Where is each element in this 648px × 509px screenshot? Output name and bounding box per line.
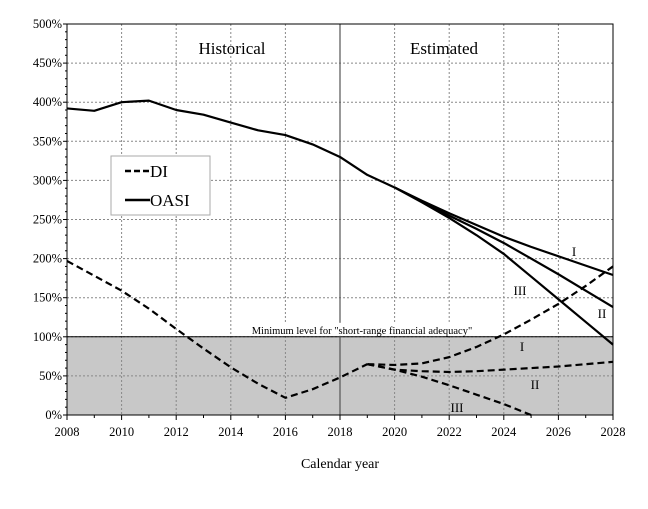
- y-tick-label: 100%: [33, 330, 62, 344]
- x-tick-label: 2014: [218, 425, 244, 439]
- legend-di-label: DI: [150, 162, 168, 181]
- x-tick-label: 2012: [164, 425, 189, 439]
- x-tick-label: 2016: [273, 425, 298, 439]
- series-oasi-ii: [394, 186, 614, 309]
- y-tick-label: 200%: [33, 252, 62, 266]
- y-tick-label: 250%: [33, 213, 62, 227]
- legend: DI OASI: [110, 155, 211, 216]
- threshold-label: Minimum level for "short-range financial…: [252, 326, 473, 337]
- series-label: III: [514, 283, 527, 298]
- y-tick-label: 500%: [33, 17, 62, 31]
- y-tick-label: 450%: [33, 56, 62, 70]
- series-label: II: [598, 306, 607, 321]
- y-tick-label: 150%: [33, 291, 62, 305]
- series-oasi-iii: [394, 186, 614, 346]
- series-label: I: [572, 244, 576, 259]
- series-label: III: [451, 400, 464, 415]
- legend-box: [110, 155, 211, 216]
- y-tick-label: 350%: [33, 134, 62, 148]
- x-tick-label: 2008: [55, 425, 80, 439]
- x-tick-label: 2022: [437, 425, 462, 439]
- y-tick-label: 50%: [39, 369, 62, 383]
- x-tick-label: 2020: [382, 425, 407, 439]
- threshold-label-bg: [235, 322, 489, 336]
- legend-oasi-label: OASI: [150, 191, 190, 210]
- x-tick-label: 2010: [109, 425, 134, 439]
- x-tick-label: 2028: [601, 425, 626, 439]
- series-label: I: [520, 339, 524, 354]
- x-tick-label: 2024: [491, 425, 517, 439]
- x-tick-label: 2026: [546, 425, 571, 439]
- x-axis-label: Calendar year: [301, 457, 379, 472]
- series-di-ii: [367, 360, 614, 374]
- series-di-i: [367, 265, 614, 367]
- region-estimated: Estimated: [410, 39, 478, 58]
- y-tick-label: 300%: [33, 173, 62, 187]
- series-di-historical: [66, 259, 368, 399]
- series-label: II: [531, 377, 540, 392]
- region-historical: Historical: [198, 39, 265, 58]
- series-oasi-i: [394, 186, 614, 277]
- series-di-iii: [367, 363, 532, 417]
- y-tick-label: 400%: [33, 95, 62, 109]
- series-oasi-historical: [66, 99, 396, 189]
- ticks: 2008 2010 2012 2014 2016 2018 2020 2022 2024 2026…: [33, 17, 626, 439]
- y-tick-label: 0%: [45, 408, 62, 422]
- x-tick-label: 2018: [328, 425, 353, 439]
